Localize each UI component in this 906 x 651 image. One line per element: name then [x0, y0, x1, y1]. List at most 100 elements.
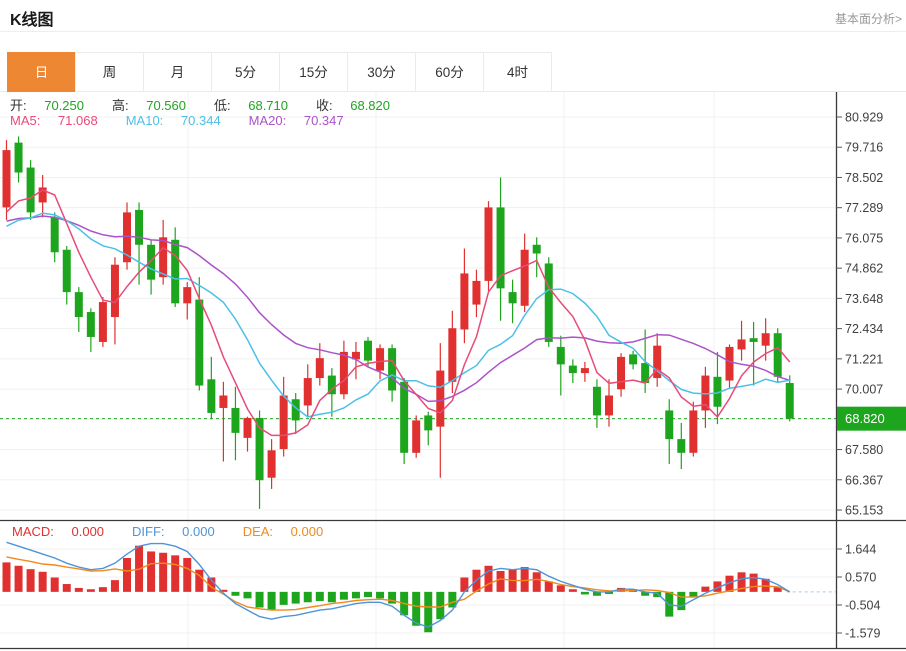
candle-body	[327, 375, 336, 395]
candle-body	[376, 348, 385, 371]
macd-bar	[364, 591, 372, 598]
macd-bar	[183, 557, 192, 592]
candle-body	[701, 375, 710, 411]
candle-body	[749, 338, 758, 342]
macd-bar	[255, 591, 264, 608]
macd-bar	[195, 569, 204, 592]
candle-body	[195, 299, 204, 386]
candle-body	[568, 365, 577, 374]
candle-body	[472, 280, 481, 305]
candle-body	[159, 237, 168, 278]
candle-body	[665, 410, 674, 440]
candle-body	[520, 249, 529, 306]
macd-bar	[641, 591, 650, 596]
candle-body	[508, 292, 517, 304]
macd-bar	[580, 591, 589, 595]
legend-item-2: MA20: 70.347	[248, 113, 344, 128]
candle-body	[592, 386, 601, 416]
macd-bar	[773, 587, 782, 592]
ma20-line	[6, 215, 790, 403]
tab-period-3[interactable]: 5分	[211, 52, 280, 92]
macd-bar	[376, 591, 385, 599]
legend-item-1: 高: 70.560	[112, 98, 186, 113]
macd-bar	[520, 567, 529, 592]
macd-bar	[689, 591, 698, 598]
candle-body	[484, 207, 493, 281]
candle-body	[713, 376, 722, 407]
candle-body	[231, 407, 240, 433]
macd-bar	[424, 591, 433, 633]
macd-bar	[749, 573, 758, 592]
macd-tick-label: -0.504	[845, 598, 880, 612]
candle-body	[339, 351, 348, 395]
candle-body	[207, 379, 216, 413]
macd-bar	[86, 589, 95, 592]
macd-bar	[98, 587, 107, 592]
legend-item-2: 低: 68.710	[214, 98, 288, 113]
macd-bar	[219, 589, 228, 592]
price-tick-label: 78.502	[845, 171, 883, 185]
candle-body	[653, 345, 662, 379]
candle-body	[219, 395, 228, 408]
candle-body	[641, 363, 650, 384]
tab-period-5[interactable]: 30分	[347, 52, 416, 92]
candle-body	[448, 328, 457, 382]
candle-body	[123, 212, 131, 263]
candle-body	[544, 263, 553, 342]
macd-bar	[207, 577, 216, 592]
ma-legend: MA5: 71.068 MA10: 70.344 MA20: 70.347	[10, 113, 372, 128]
legend-item-0: MA5: 71.068	[10, 113, 98, 128]
macd-bar	[123, 557, 131, 592]
candle-body	[2, 150, 11, 208]
macd-bar	[737, 572, 746, 592]
ma5-line	[5, 189, 791, 437]
macd-tick-label: -1.579	[845, 627, 880, 641]
macd-bar	[159, 552, 168, 592]
candle-body	[243, 417, 252, 438]
candle-body	[279, 395, 288, 450]
macd-bar	[147, 551, 156, 592]
candle-body	[436, 370, 445, 427]
candle-body	[62, 249, 71, 293]
macd-bar	[568, 589, 577, 592]
macd-bar	[351, 591, 360, 599]
macd-bar	[62, 584, 71, 592]
legend-item-1: MA10: 70.344	[125, 113, 221, 128]
tab-period-4[interactable]: 15分	[279, 52, 348, 92]
candle-body	[677, 439, 686, 453]
candle-body	[388, 348, 397, 391]
tab-period-0[interactable]: 日	[7, 52, 76, 92]
diff-line	[6, 541, 791, 628]
macd-bar	[592, 591, 601, 596]
candle-body	[86, 312, 95, 337]
period-tab-strip: 日周月 5分 15分 30分 60分 4时	[0, 52, 906, 92]
tab-period-7[interactable]: 4时	[483, 52, 552, 92]
price-tick-label: 77.289	[845, 201, 883, 215]
price-tick-label: 67.580	[845, 443, 883, 457]
current-price-label-text: 68.820	[845, 411, 885, 426]
candle-body	[556, 346, 565, 365]
candle-body	[74, 292, 83, 318]
macd-bar	[460, 577, 469, 592]
tab-period-2[interactable]: 月	[143, 52, 212, 92]
candle-body	[424, 415, 433, 431]
candle-body	[364, 340, 372, 361]
fundamental-analysis-link[interactable]: 基本面分析>	[834, 12, 902, 26]
candle-body	[255, 417, 264, 481]
tab-period-6[interactable]: 60分	[415, 52, 484, 92]
macd-bar	[653, 591, 662, 598]
candle-body	[460, 273, 469, 330]
macd-bar	[388, 591, 397, 604]
macd-bar	[327, 591, 336, 603]
legend-item-0: MACD: 0.000	[12, 524, 105, 539]
candle-body	[785, 383, 794, 419]
candle-body	[617, 356, 626, 390]
candle-body	[725, 346, 734, 381]
candle-body	[761, 333, 770, 346]
macd-bar	[448, 591, 457, 608]
candle-body	[532, 244, 541, 254]
price-tick-label: 70.007	[845, 383, 883, 397]
tab-period-1[interactable]: 周	[75, 52, 144, 92]
